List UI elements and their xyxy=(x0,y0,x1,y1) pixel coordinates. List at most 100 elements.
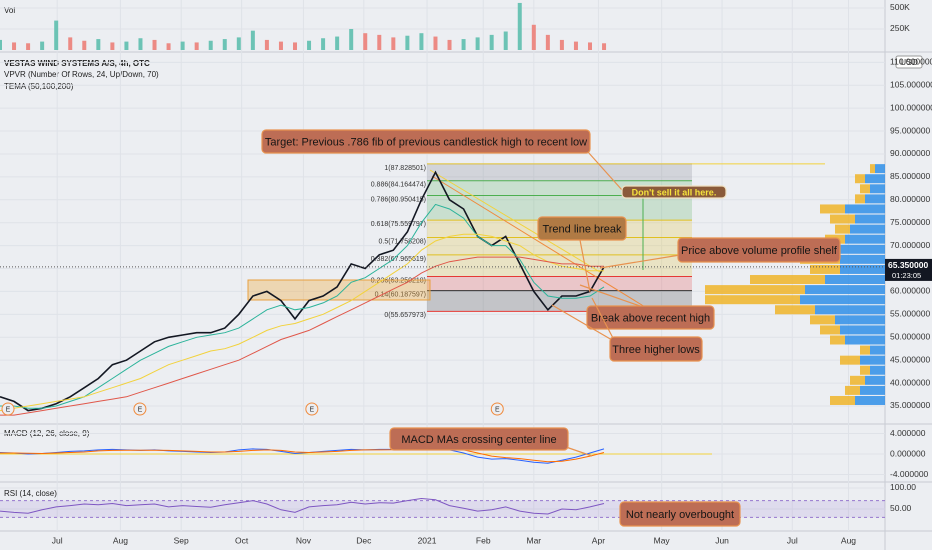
volume-title: Vol xyxy=(4,6,15,15)
currency-badge[interactable] xyxy=(895,55,923,69)
volume-bar xyxy=(166,43,171,50)
annotation-box xyxy=(261,129,591,154)
volume-bar xyxy=(559,39,564,50)
volume-bar xyxy=(208,40,213,50)
volume-bar xyxy=(293,42,297,50)
trend-line xyxy=(429,169,601,273)
event-marker xyxy=(490,402,504,416)
profile-down xyxy=(845,385,860,395)
annotation-arrow xyxy=(579,239,591,293)
profile-up xyxy=(865,174,885,184)
event-label: E xyxy=(138,406,143,413)
profile-up xyxy=(800,295,885,305)
x-tick-label: Aug xyxy=(113,535,128,545)
volume-bar xyxy=(152,39,157,50)
y-tick-label: 4.000000 xyxy=(890,428,926,438)
volume-bar xyxy=(264,39,269,50)
profile-down xyxy=(830,335,845,345)
volume-bar xyxy=(0,39,2,50)
x-tick-label: Jul xyxy=(52,535,63,545)
volume-bar xyxy=(475,37,480,50)
profile-up xyxy=(840,254,885,264)
annotation-text: Don't sell it all here. xyxy=(632,187,717,197)
y-tick-label: 35.000000 xyxy=(890,400,930,410)
volume-bar xyxy=(82,40,87,50)
series-line xyxy=(0,446,605,463)
fib-label: 0.786(80.950415) xyxy=(371,196,426,203)
series-line xyxy=(0,497,605,515)
annotation-box xyxy=(619,501,741,527)
x-tick-label: Jul xyxy=(787,535,798,545)
volume-bar xyxy=(26,43,31,50)
profile-up xyxy=(850,224,885,234)
profile-down xyxy=(835,224,850,234)
fib-label: 0.382(67.965619) xyxy=(371,256,426,263)
annotation-text: Price above volume profile shelf xyxy=(681,245,838,257)
volume-bar xyxy=(545,34,550,50)
fib-label: 0(55.657973) xyxy=(384,312,426,319)
profile-down xyxy=(705,285,805,295)
support-zone xyxy=(247,279,431,301)
x-tick-label: Apr xyxy=(592,535,605,545)
profile-up xyxy=(830,244,885,254)
profile-up xyxy=(855,214,885,224)
series-line xyxy=(0,233,604,412)
volume-bar xyxy=(489,34,494,50)
last-price-box xyxy=(885,258,932,281)
profile-down xyxy=(810,264,840,274)
y-tick-label: 95.000000 xyxy=(890,125,930,135)
y-tick-label: 50.00 xyxy=(890,503,912,513)
profile-up xyxy=(840,325,885,335)
profile-up xyxy=(825,275,885,285)
y-tick-label: 110.000000 xyxy=(890,57,932,67)
volume-bar xyxy=(405,35,410,50)
volume-bar xyxy=(573,41,578,50)
volume-bar xyxy=(447,39,452,50)
profile-down xyxy=(840,355,860,365)
currency-label: USD xyxy=(900,57,918,67)
y-tick-label: 90.000000 xyxy=(890,148,930,158)
volume-bar xyxy=(602,43,607,50)
volume-bar xyxy=(40,41,45,50)
annotation-arrow xyxy=(551,304,613,341)
y-tick-label: 45.000000 xyxy=(890,354,930,364)
annotation-text: Break above recent high xyxy=(591,312,710,324)
fib-label: 1(87.828501) xyxy=(384,165,426,172)
x-tick-label: 2021 xyxy=(418,535,437,545)
profile-up xyxy=(835,315,885,325)
fib-label: 0.618(75.559797) xyxy=(371,221,426,228)
profile-down xyxy=(820,204,845,214)
profile-up xyxy=(870,184,885,194)
fib-label: 0.886(84.164474) xyxy=(371,182,426,189)
annotation-box xyxy=(537,216,627,241)
profile-up xyxy=(845,204,885,214)
y-tick-label: 250K xyxy=(890,23,910,33)
volume-bar xyxy=(531,24,536,50)
event-label: E xyxy=(6,406,11,413)
annotation-text: Trend line break xyxy=(542,223,622,235)
x-tick-label: Oct xyxy=(235,535,249,545)
y-tick-label: 60.000000 xyxy=(890,286,930,296)
indicator-label: TEMA (50,100,200) xyxy=(4,82,74,91)
grid xyxy=(0,0,885,531)
profile-down xyxy=(775,305,815,315)
volume-bar xyxy=(110,42,115,50)
volume-bar xyxy=(391,37,396,50)
volume-bar xyxy=(433,36,438,50)
volume-bar xyxy=(250,30,255,50)
volume-bar xyxy=(54,20,59,50)
symbol-title: VESTAS WIND SYSTEMS A/S, 4h, OTC xyxy=(4,59,150,68)
y-tick-label: 55.000000 xyxy=(890,309,930,319)
indicator-label: VPVR (Number Of Rows, 24, Up/Down, 70) xyxy=(4,70,159,79)
annotation-arrow xyxy=(565,446,593,457)
event-marker xyxy=(133,402,147,416)
profile-up xyxy=(870,365,885,375)
profile-up xyxy=(845,335,885,345)
volume-bar xyxy=(124,41,129,50)
x-tick-label: Mar xyxy=(526,535,541,545)
y-tick-label: -4.000000 xyxy=(890,469,929,479)
profile-up xyxy=(805,285,885,295)
fib-band xyxy=(427,163,692,181)
volume-bar xyxy=(138,38,143,50)
